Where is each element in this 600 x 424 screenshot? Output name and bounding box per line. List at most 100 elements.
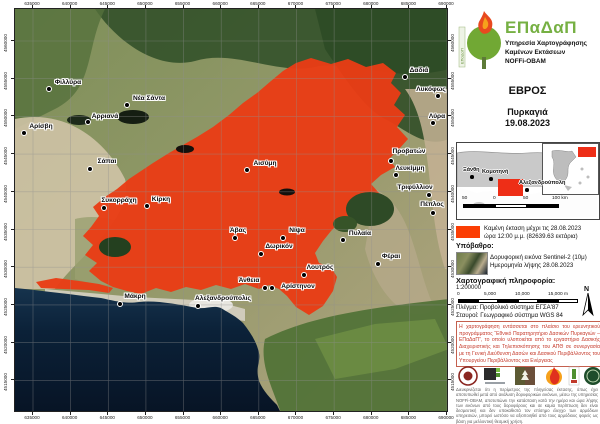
background-heading: Υπόβαθρο: — [456, 243, 494, 250]
burned-area-swatch — [456, 226, 480, 238]
grid-x-label: 675000 — [325, 415, 341, 420]
place-label: Λυκόφως — [416, 86, 446, 93]
inset-city-dot — [470, 175, 474, 179]
grid-tick — [11, 153, 14, 155]
grid-y-label: 4525000 — [3, 298, 8, 316]
place-label: Λουτρός — [306, 264, 334, 271]
place-label: Νέα Σάντα — [132, 95, 166, 102]
scale-bar-segment — [498, 299, 518, 303]
event-type: Πυρκαγιά — [507, 107, 548, 117]
inset-scalebar-0: 0 — [493, 196, 496, 201]
place-dot — [117, 301, 123, 307]
grid-tick — [333, 5, 335, 8]
disclaimer-text: Διευκρινίζεται ότι η περίμετρος της πληγ… — [456, 387, 598, 424]
grid-tick — [107, 5, 109, 8]
place-dot — [85, 119, 91, 125]
scale-bar — [458, 299, 578, 304]
place-label: Δαδιά — [409, 67, 429, 74]
grid-x-label: 645000 — [99, 1, 115, 6]
place-label: Πυλαία — [348, 230, 372, 237]
place-dot — [262, 285, 268, 291]
place-dot — [435, 93, 441, 99]
place-label: Αλεξανδρούπολις — [195, 295, 251, 302]
grid-tick — [408, 412, 410, 415]
scalebar-5000: 5,000 — [484, 292, 497, 297]
grid-x-label: 670000 — [287, 415, 304, 420]
grid-tick — [448, 341, 451, 343]
place-label: Αρριανά — [91, 113, 119, 120]
burned-area-west-strip — [36, 278, 113, 293]
place-label: Λύρα — [428, 113, 446, 120]
grid-tick — [32, 5, 33, 8]
grid-tick — [448, 115, 451, 117]
map-scale: 1:200000 — [456, 285, 482, 291]
partner-logo-5-icon — [568, 366, 580, 386]
grid-x-label: 690000 — [438, 1, 454, 6]
inset-scalebar-segment — [495, 204, 527, 208]
inset-city-xanthi: Ξάνθη — [463, 167, 480, 173]
grid-y-label: 4550000 — [3, 109, 8, 128]
grid-tick — [448, 77, 451, 79]
grid-tick — [144, 412, 146, 415]
scale-bar-segment — [518, 299, 538, 303]
place-dot — [195, 303, 201, 309]
event-date: 19.08.2023 — [504, 118, 551, 128]
grid-y-label: 4520000 — [3, 335, 8, 354]
burned-area-label-2: ώρα 12:00 μ.μ. (82639.63 εκτάρια) — [484, 233, 578, 240]
place-dot — [301, 272, 307, 278]
place-dot — [426, 192, 432, 198]
place-dot — [46, 86, 52, 92]
grid-x-label: 665000 — [250, 415, 266, 420]
place-label: Προβατών — [392, 148, 426, 155]
locator-inset-map: Ξάνθη Κομοτηνή Αλεξανδρούπολη 50 0 50 10… — [456, 142, 600, 220]
place-label: Πέπλος — [420, 201, 444, 208]
grid-x-label: 650000 — [137, 415, 153, 420]
partner-logos-row — [456, 366, 600, 387]
place-dot — [340, 237, 346, 243]
grid-y-label: 4515000 — [3, 373, 8, 392]
place-dot — [258, 251, 264, 257]
grid-y-label: 4535000 — [3, 222, 8, 241]
grid-tick — [11, 266, 14, 268]
grid-x-label: 640000 — [61, 415, 78, 420]
brand-subtitle-2: Καμένων Εκτάσεων — [505, 49, 566, 56]
grid-tick — [69, 412, 71, 415]
inset-scalebar-100km: 100 km — [552, 196, 568, 201]
grid-x-label: 685000 — [400, 1, 417, 6]
place-dot — [430, 120, 436, 126]
place-label: Μάκρη — [124, 293, 146, 300]
place-dot — [144, 203, 150, 209]
grid-tick — [333, 412, 335, 415]
brand-subtitle-3: NOFFi-OBAM — [505, 58, 546, 65]
program-note: Η χαρτογράφηση εντάσσεται στο πλαίσιο το… — [456, 321, 600, 368]
grid-tick — [11, 190, 14, 192]
place-label: Φιλλύρα — [54, 79, 82, 86]
place-dot — [124, 102, 130, 108]
place-dot — [232, 235, 238, 241]
grid-y-label: 4540000 — [3, 184, 8, 203]
partner-logo-3-icon — [515, 367, 535, 385]
grid-tick — [446, 5, 448, 8]
grid-tick — [11, 40, 14, 41]
grid-tick — [448, 266, 451, 268]
grid-tick — [32, 412, 33, 415]
grid-tick — [257, 5, 259, 8]
grid-tick — [446, 412, 448, 415]
partner-logo-4-icon — [546, 367, 562, 385]
grid-x-label: 650000 — [137, 1, 153, 6]
partner-logo-6-icon — [584, 367, 600, 385]
scalebar-0: 0 — [457, 292, 460, 297]
inset-scalebar-segment — [463, 204, 495, 208]
grid-tick — [448, 190, 451, 192]
place-label: Άνθεια — [238, 277, 260, 284]
grid-tick — [182, 412, 184, 415]
place-label: Συκορράχη — [101, 197, 137, 204]
grid-tick — [448, 153, 451, 155]
grid-y-label: 4560000 — [3, 34, 8, 52]
place-dot — [388, 158, 394, 164]
grid-x-label: 635000 — [24, 1, 40, 6]
place-label: Σάπαι — [97, 158, 117, 165]
sentinel-thumbnail — [456, 252, 488, 275]
grid-x-label: 645000 — [99, 415, 115, 420]
